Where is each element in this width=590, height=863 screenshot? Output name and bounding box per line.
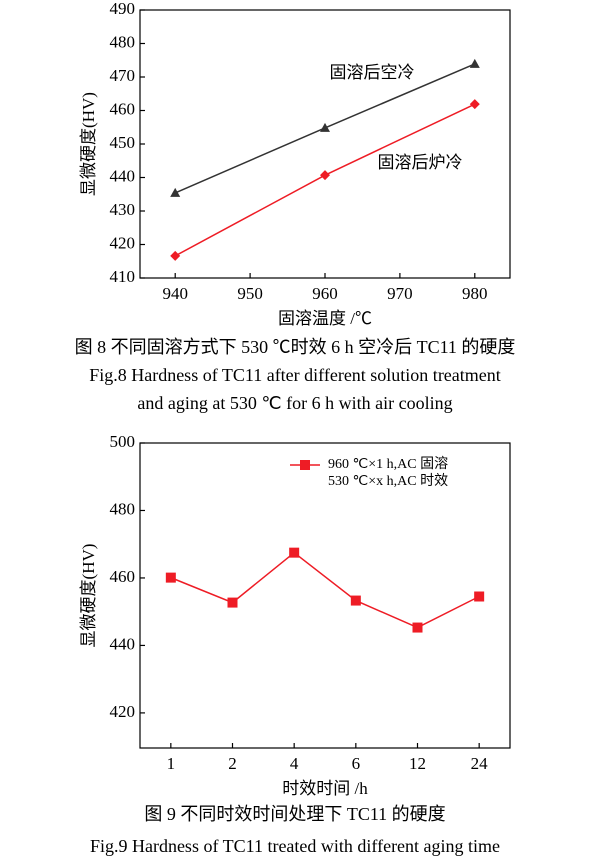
- plot-frame: [139, 9, 511, 279]
- y-tick-label: 420: [110, 233, 136, 252]
- x-tick-label: 970: [387, 284, 413, 303]
- figure-caption: Fig.8 Hardness of TC11 after different s…: [89, 365, 501, 385]
- y-tick-label: 460: [110, 567, 136, 586]
- y-tick-label: 490: [110, 0, 136, 18]
- plot-frame: [139, 442, 511, 749]
- x-tick-label: 960: [312, 284, 338, 303]
- y-tick-label: 460: [110, 99, 136, 118]
- y-tick-label: 470: [110, 66, 136, 85]
- x-tick-label: 6: [352, 754, 361, 773]
- data-point: [170, 250, 181, 261]
- x-tick-label: 12: [409, 754, 426, 773]
- data-point: [474, 591, 485, 602]
- data-point: [469, 58, 480, 68]
- y-axis-label: 显微硬度(HV): [79, 544, 98, 648]
- legend-note: 530 ℃×x h,AC 时效: [328, 473, 448, 489]
- x-tick-label: 1: [167, 754, 176, 773]
- x-axis-label: 固溶温度 /℃: [278, 309, 372, 328]
- data-point: [300, 460, 310, 470]
- data-point: [320, 170, 330, 181]
- x-tick-label: 950: [237, 284, 263, 303]
- data-point: [320, 122, 330, 132]
- x-axis-label: 时效时间 /h: [282, 779, 368, 798]
- figure-caption: and aging at 530 ℃ for 6 h with air cool…: [137, 393, 452, 413]
- x-tick-label: 4: [290, 754, 299, 773]
- data-point: [165, 572, 176, 583]
- y-tick-label: 450: [110, 133, 136, 152]
- figure-caption: Fig.9 Hardness of TC11 treated with diff…: [90, 836, 500, 856]
- y-axis-label: 显微硬度(HV): [79, 92, 98, 196]
- series-label: 固溶后炉冷: [378, 153, 463, 172]
- data-point: [170, 187, 181, 197]
- data-point: [469, 99, 480, 110]
- data-point: [412, 622, 423, 633]
- series-line: [170, 551, 480, 629]
- y-tick-label: 440: [110, 166, 136, 185]
- series-label: 固溶后空冷: [330, 63, 415, 82]
- data-point: [227, 597, 238, 608]
- y-tick-label: 480: [110, 32, 136, 51]
- y-tick-label: 420: [110, 702, 136, 721]
- x-tick-label: 980: [462, 284, 488, 303]
- figure-caption: 图 9 不同时效时间处理下 TC11 的硬度: [144, 804, 445, 824]
- x-tick-label: 2: [228, 754, 237, 773]
- y-tick-label: 440: [110, 634, 136, 653]
- legend-label: 960 ℃×1 h,AC 固溶: [328, 456, 448, 472]
- y-tick-label: 430: [110, 200, 136, 219]
- x-tick-label: 24: [471, 754, 489, 773]
- y-tick-label: 500: [110, 432, 136, 451]
- data-point: [350, 595, 361, 606]
- data-point: [289, 547, 300, 558]
- y-tick-label: 410: [110, 267, 136, 286]
- y-tick-label: 480: [110, 499, 136, 518]
- x-tick-label: 940: [162, 284, 188, 303]
- figure-caption: 图 8 不同固溶方式下 530 ℃时效 6 h 空冷后 TC11 的硬度: [75, 337, 516, 357]
